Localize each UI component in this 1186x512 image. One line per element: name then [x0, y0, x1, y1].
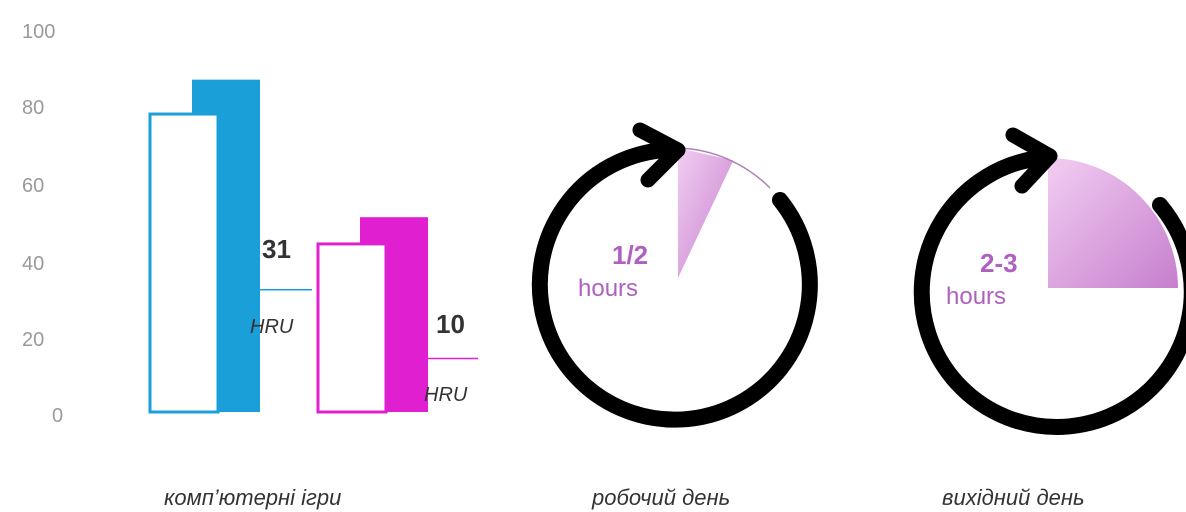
arrow-head-icon [632, 122, 686, 188]
wedge-arc [677, 147, 771, 189]
y-tick-label: 0 [52, 405, 63, 427]
arrow-head-icon [1005, 127, 1058, 194]
y-tick-label: 80 [22, 97, 44, 119]
caption-weekend: вихідний день [942, 485, 1085, 510]
annotation-unit-magenta: HRU [424, 384, 468, 406]
annotation-value-magenta: 10 [436, 309, 465, 339]
annotation-unit-computer: HRU [250, 316, 294, 338]
annotation-lines [228, 289, 478, 360]
y-tick-label: 100 [22, 21, 55, 43]
annotation-value-computer: 31 [262, 234, 291, 264]
time-wedge [1048, 158, 1178, 288]
time-wedge [678, 148, 734, 278]
clock-unit: hours [578, 275, 638, 302]
bar-group [148, 79, 428, 414]
clock-ring [531, 142, 818, 428]
clock-value: 1/2 [612, 240, 648, 270]
y-tick-label: 40 [22, 253, 44, 275]
y-tick-label: 20 [22, 329, 44, 351]
caption-computer-games: комп’ютерні ігри [164, 485, 341, 510]
bar [148, 112, 220, 414]
y-axis: 100 80 60 40 20 0 [22, 21, 63, 427]
clock-unit: hours [946, 283, 1006, 310]
clock-value: 2-3 [980, 248, 1018, 278]
clock-weekend: 2-3 hours [913, 127, 1186, 435]
clock-ring [913, 150, 1186, 435]
clock-workday: 1/2 hours [531, 122, 818, 428]
bar [316, 242, 388, 414]
caption-workday: робочий день [591, 485, 730, 510]
y-tick-label: 60 [22, 175, 44, 197]
